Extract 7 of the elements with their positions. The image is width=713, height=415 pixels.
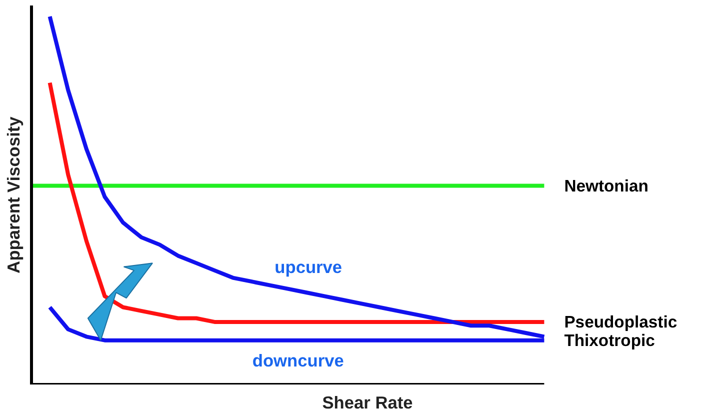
annotation: downcurve [252, 350, 344, 371]
series-label: Thixotropic [564, 330, 655, 350]
annotation: upcurve [274, 256, 342, 277]
series-label: Pseudoplastic [564, 312, 678, 332]
y-axis-title: Apparent Viscosity [4, 116, 24, 274]
x-axis-title: Shear Rate [322, 392, 414, 412]
series-label: Newtonian [564, 176, 648, 196]
